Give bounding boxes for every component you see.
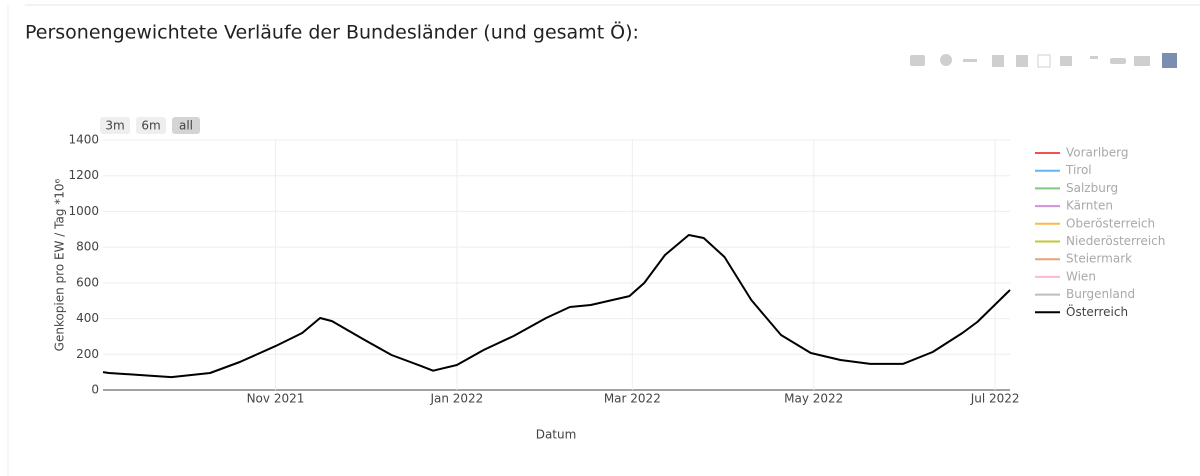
legend-label[interactable]: Wien <box>1066 269 1096 283</box>
range-button[interactable] <box>136 117 166 134</box>
legend-label[interactable]: Salzburg <box>1066 181 1118 195</box>
range-button-label[interactable]: 3m <box>105 119 124 133</box>
legend-label[interactable]: Österreich <box>1066 303 1128 319</box>
x-axis-title: Datum <box>536 428 577 442</box>
legend-label[interactable]: Oberösterreich <box>1066 216 1155 230</box>
legend-label[interactable]: Burgenland <box>1066 287 1135 301</box>
legend-label[interactable]: Tirol <box>1065 163 1092 177</box>
plotly-logo[interactable] <box>1162 53 1177 68</box>
range-button[interactable] <box>172 117 200 134</box>
zoom-icon[interactable] <box>940 54 952 66</box>
zoom-in-icon[interactable] <box>992 55 1004 67</box>
series-line <box>102 234 1011 379</box>
range-button-label[interactable]: 6m <box>141 119 160 133</box>
y-tick-label: 400 <box>76 311 99 325</box>
legend-label[interactable]: Vorarlberg <box>1066 146 1129 160</box>
x-tick-label: Nov 2021 <box>247 392 305 406</box>
legend-label[interactable]: Steiermark <box>1066 252 1132 266</box>
hover-closest-icon[interactable] <box>1110 58 1126 64</box>
range-button-label[interactable]: all <box>179 119 193 133</box>
legend-label[interactable]: Kärnten <box>1066 199 1113 213</box>
legend-label[interactable]: Niederösterreich <box>1066 234 1165 248</box>
spike-icon[interactable] <box>1090 56 1098 59</box>
modebar <box>910 53 1177 68</box>
camera-icon[interactable] <box>910 55 925 66</box>
x-tick-label: Jul 2022 <box>970 392 1020 406</box>
y-tick-label: 600 <box>76 275 99 289</box>
x-tick-label: Jan 2022 <box>429 392 483 406</box>
hover-compare-icon[interactable] <box>1134 56 1150 66</box>
y-axis-title: Genkopien pro EW / Tag *10⁶ <box>53 178 67 351</box>
pan-icon[interactable] <box>963 59 977 62</box>
y-tick-label: 200 <box>76 347 99 361</box>
y-tick-label: 800 <box>76 240 99 254</box>
y-tick-label: 1400 <box>68 133 99 147</box>
y-tick-label: 0 <box>91 383 99 397</box>
autoscale-icon[interactable] <box>1037 54 1051 68</box>
y-tick-label: 1000 <box>68 204 99 218</box>
range-button[interactable] <box>100 117 130 134</box>
y-tick-label: 1200 <box>68 168 99 182</box>
x-tick-label: May 2022 <box>784 392 843 406</box>
reset-icon[interactable] <box>1060 56 1072 66</box>
chart-title: Personengewichtete Verläufe der Bundeslä… <box>25 21 639 44</box>
zoom-out-icon[interactable] <box>1016 55 1028 67</box>
x-tick-label: Mar 2022 <box>604 392 661 406</box>
